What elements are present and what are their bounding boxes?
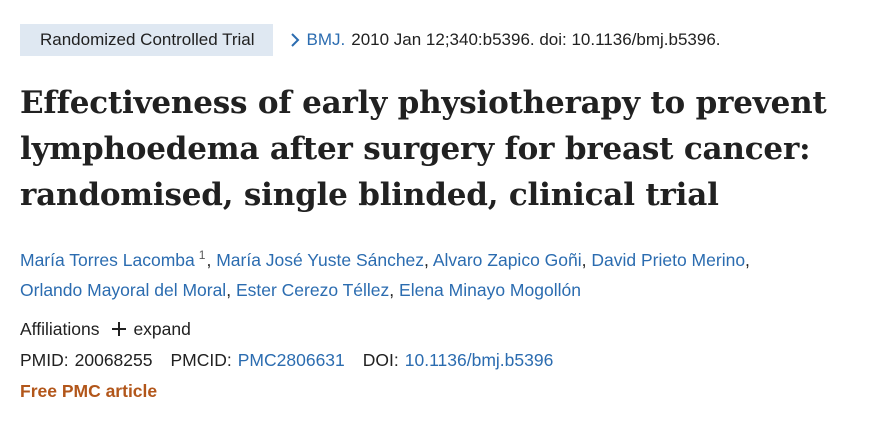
expand-affiliations-button[interactable]: expand	[111, 318, 191, 340]
publication-type-badge[interactable]: Randomized Controlled Trial	[20, 24, 273, 56]
journal-citation: BMJ. 2010 Jan 12;340:b5396. doi: 10.1136…	[287, 30, 721, 50]
affiliations-label: Affiliations	[20, 318, 100, 339]
citation-details: 2010 Jan 12;340:b5396. doi: 10.1136/bmj.…	[351, 30, 721, 49]
author-link[interactable]: David Prieto Merino	[591, 249, 746, 270]
doi-link[interactable]: 10.1136/bmj.b5396	[404, 349, 554, 370]
authors-list: María Torres Lacomba 1, María José Yuste …	[20, 248, 750, 300]
author-link[interactable]: María José Yuste Sánchez	[216, 249, 425, 270]
author-link[interactable]: María Torres Lacomba	[20, 249, 195, 270]
publication-row: Randomized Controlled Trial BMJ. 2010 Ja…	[20, 24, 893, 56]
affiliations-row: Affiliations expand	[20, 319, 893, 340]
doi-label: DOI:	[362, 349, 399, 370]
pmcid-label: PMCID:	[170, 349, 232, 370]
author-link[interactable]: Ester Cerezo Téllez	[235, 279, 390, 300]
author-link[interactable]: Orlando Mayoral del Moral	[20, 279, 227, 300]
author-link[interactable]: Elena Minayo Mogollón	[399, 279, 581, 300]
chevron-right-icon	[290, 33, 299, 47]
plus-icon	[111, 321, 127, 337]
pmcid-link[interactable]: PMC2806631	[237, 349, 345, 370]
journal-link[interactable]: BMJ.	[306, 30, 346, 49]
expand-label: expand	[133, 318, 191, 339]
free-pmc-article-label: Free PMC article	[20, 380, 158, 401]
article-title: Effectiveness of early physiotherapy to …	[20, 85, 827, 213]
author-link[interactable]: Alvaro Zapico Goñi	[432, 249, 582, 270]
affiliation-ref[interactable]: 1	[198, 248, 206, 262]
pmid-label: PMID:	[20, 349, 69, 370]
identifiers-row: PMID: 20068255 PMCID: PMC2806631 DOI: 10…	[20, 350, 893, 371]
pmid-value: 20068255	[74, 349, 153, 370]
